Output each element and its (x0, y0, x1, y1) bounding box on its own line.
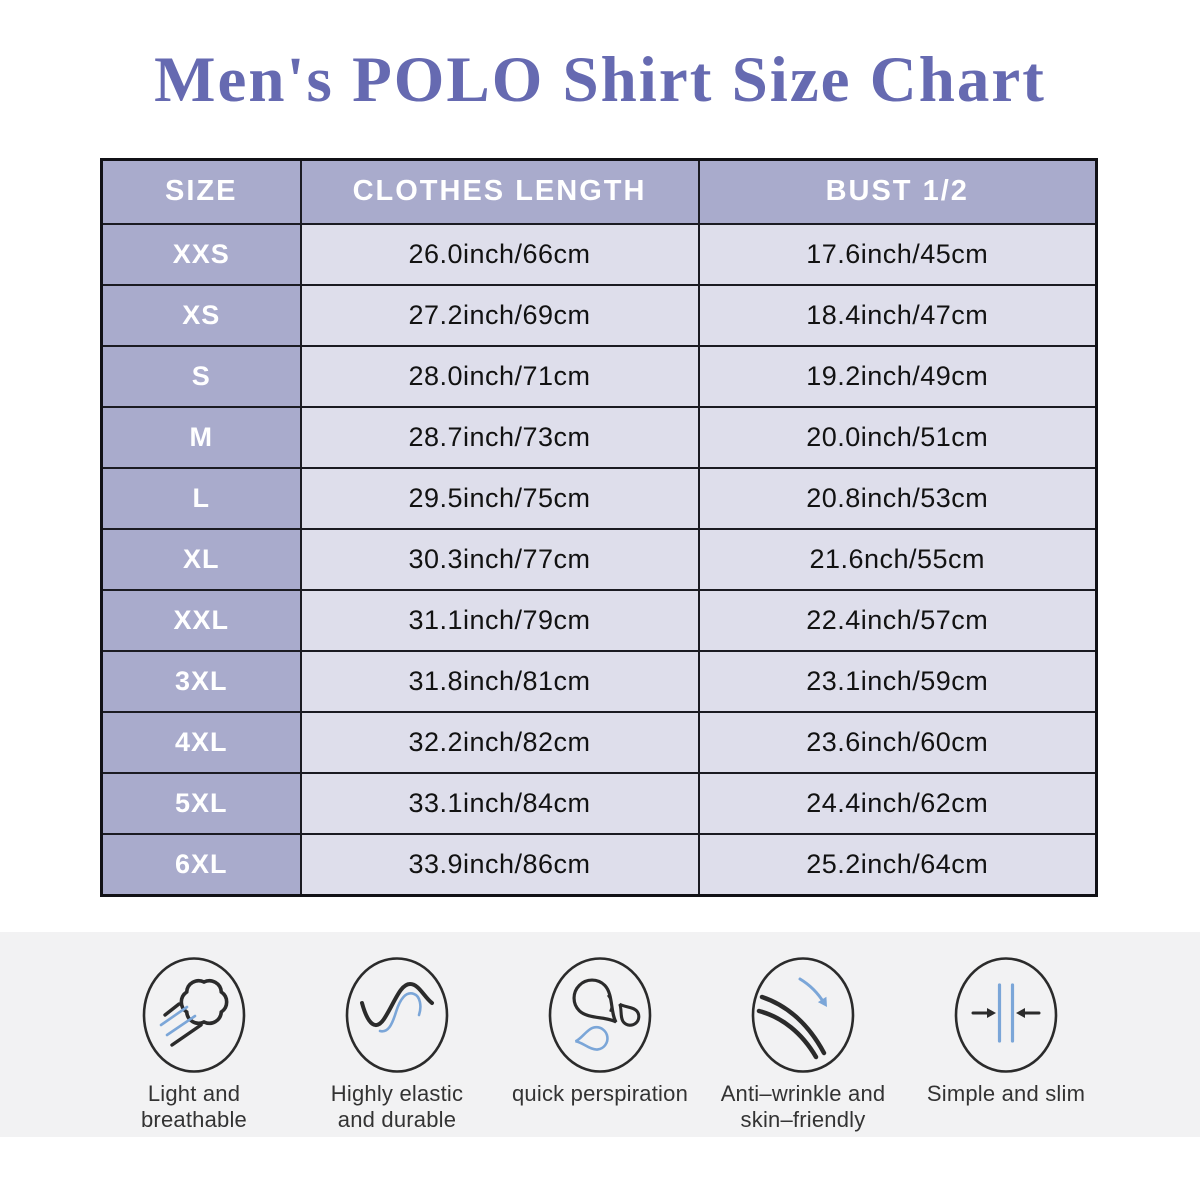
size-cell: XXS (100, 222, 302, 286)
feature-label: Simple and slim (926, 1081, 1086, 1106)
column-header-bust: BUST 1/2 (697, 158, 1098, 225)
bust-cell: 25.2inch/64cm (697, 833, 1098, 897)
bust-cell: 20.8inch/53cm (697, 466, 1098, 530)
bust-cell: 23.1inch/59cm (697, 650, 1098, 714)
table-row: 4XL 32.2inch/82cm 23.6inch/60cm (100, 711, 1098, 775)
clothes-length-cell: 26.0inch/66cm (299, 222, 700, 286)
clothes-length-cell: 31.8inch/81cm (299, 650, 700, 714)
size-cell: 5XL (100, 772, 302, 836)
wave-icon (345, 957, 449, 1073)
size-cell: 4XL (100, 711, 302, 775)
bust-cell: 23.6inch/60cm (697, 711, 1098, 775)
antiwrinkle-icon (751, 957, 855, 1073)
size-cell: L (100, 466, 302, 530)
table-row: 3XL 31.8inch/81cm 23.1inch/59cm (100, 650, 1098, 714)
feature-anti-wrinkle: Anti–wrinkle and skin–friendly (702, 955, 905, 1133)
feature-label: quick perspiration (511, 1081, 689, 1106)
bust-cell: 24.4inch/62cm (697, 772, 1098, 836)
clothes-length-cell: 29.5inch/75cm (299, 466, 700, 530)
feature-label: Highly elastic and durable (330, 1081, 464, 1132)
feature-simple-slim: Simple and slim (905, 955, 1108, 1133)
bust-cell: 21.6nch/55cm (697, 527, 1098, 591)
size-table-header: SIZE CLOTHES LENGTH BUST 1/2 (100, 158, 1098, 225)
size-table-body: XXS 26.0inch/66cm 17.6inch/45cm XS 27.2inch/… (100, 222, 1098, 897)
size-cell: XXL (100, 588, 302, 653)
clothes-length-cell: 28.0inch/71cm (299, 344, 700, 408)
size-cell: XS (100, 283, 302, 347)
column-header-clothes-length: CLOTHES LENGTH (299, 158, 700, 225)
feature-light-breathable: Light and breathable (93, 955, 296, 1133)
feature-label: Anti–wrinkle and skin–friendly (720, 1081, 886, 1132)
table-row: L 29.5inch/75cm 20.8inch/53cm (100, 466, 1098, 530)
size-cell: S (100, 344, 302, 408)
feature-highly-elastic: Highly elastic and durable (296, 955, 499, 1133)
size-cell: XL (100, 527, 302, 591)
table-row: S 28.0inch/71cm 19.2inch/49cm (100, 344, 1098, 408)
column-header-size: SIZE (100, 158, 302, 225)
size-cell: 6XL (100, 833, 302, 897)
table-row: XXS 26.0inch/66cm 17.6inch/45cm (100, 222, 1098, 286)
clothes-length-cell: 27.2inch/69cm (299, 283, 700, 347)
table-row: XXL 31.1inch/79cm 22.4inch/57cm (100, 588, 1098, 653)
drops-icon (548, 957, 652, 1073)
clothes-length-cell: 32.2inch/82cm (299, 711, 700, 775)
table-row: XL 30.3inch/77cm 21.6nch/55cm (100, 527, 1098, 591)
table-row: XS 27.2inch/69cm 18.4inch/47cm (100, 283, 1098, 347)
bust-cell: 20.0inch/51cm (697, 405, 1098, 469)
features-band: Light and breathable Highly elastic and dur… (0, 932, 1200, 1137)
feature-label: Light and breathable (141, 1081, 247, 1132)
bust-cell: 18.4inch/47cm (697, 283, 1098, 347)
size-chart-table: SIZE CLOTHES LENGTH BUST 1/2 XXS 26.0inch… (100, 158, 1098, 897)
clothes-length-cell: 30.3inch/77cm (299, 527, 700, 591)
bust-cell: 22.4inch/57cm (697, 588, 1098, 653)
clothes-length-cell: 33.9inch/86cm (299, 833, 700, 897)
bust-cell: 19.2inch/49cm (697, 344, 1098, 408)
feature-quick-perspiration: quick perspiration (499, 955, 702, 1133)
page-title: Men's POLO Shirt Size Chart (154, 44, 1046, 116)
header-row: SIZE CLOTHES LENGTH BUST 1/2 (100, 158, 1098, 225)
table-row: M 28.7inch/73cm 20.0inch/51cm (100, 405, 1098, 469)
bust-cell: 17.6inch/45cm (697, 222, 1098, 286)
table-row: 6XL 33.9inch/86cm 25.2inch/64cm (100, 833, 1098, 897)
size-cell: M (100, 405, 302, 469)
table-row: 5XL 33.1inch/84cm 24.4inch/62cm (100, 772, 1098, 836)
features-row: Light and breathable Highly elastic and dur… (0, 932, 1200, 1133)
clothes-length-cell: 31.1inch/79cm (299, 588, 700, 653)
size-cell: 3XL (100, 650, 302, 714)
slim-icon (954, 957, 1058, 1073)
clothes-length-cell: 33.1inch/84cm (299, 772, 700, 836)
wind-icon (142, 957, 246, 1073)
clothes-length-cell: 28.7inch/73cm (299, 405, 700, 469)
